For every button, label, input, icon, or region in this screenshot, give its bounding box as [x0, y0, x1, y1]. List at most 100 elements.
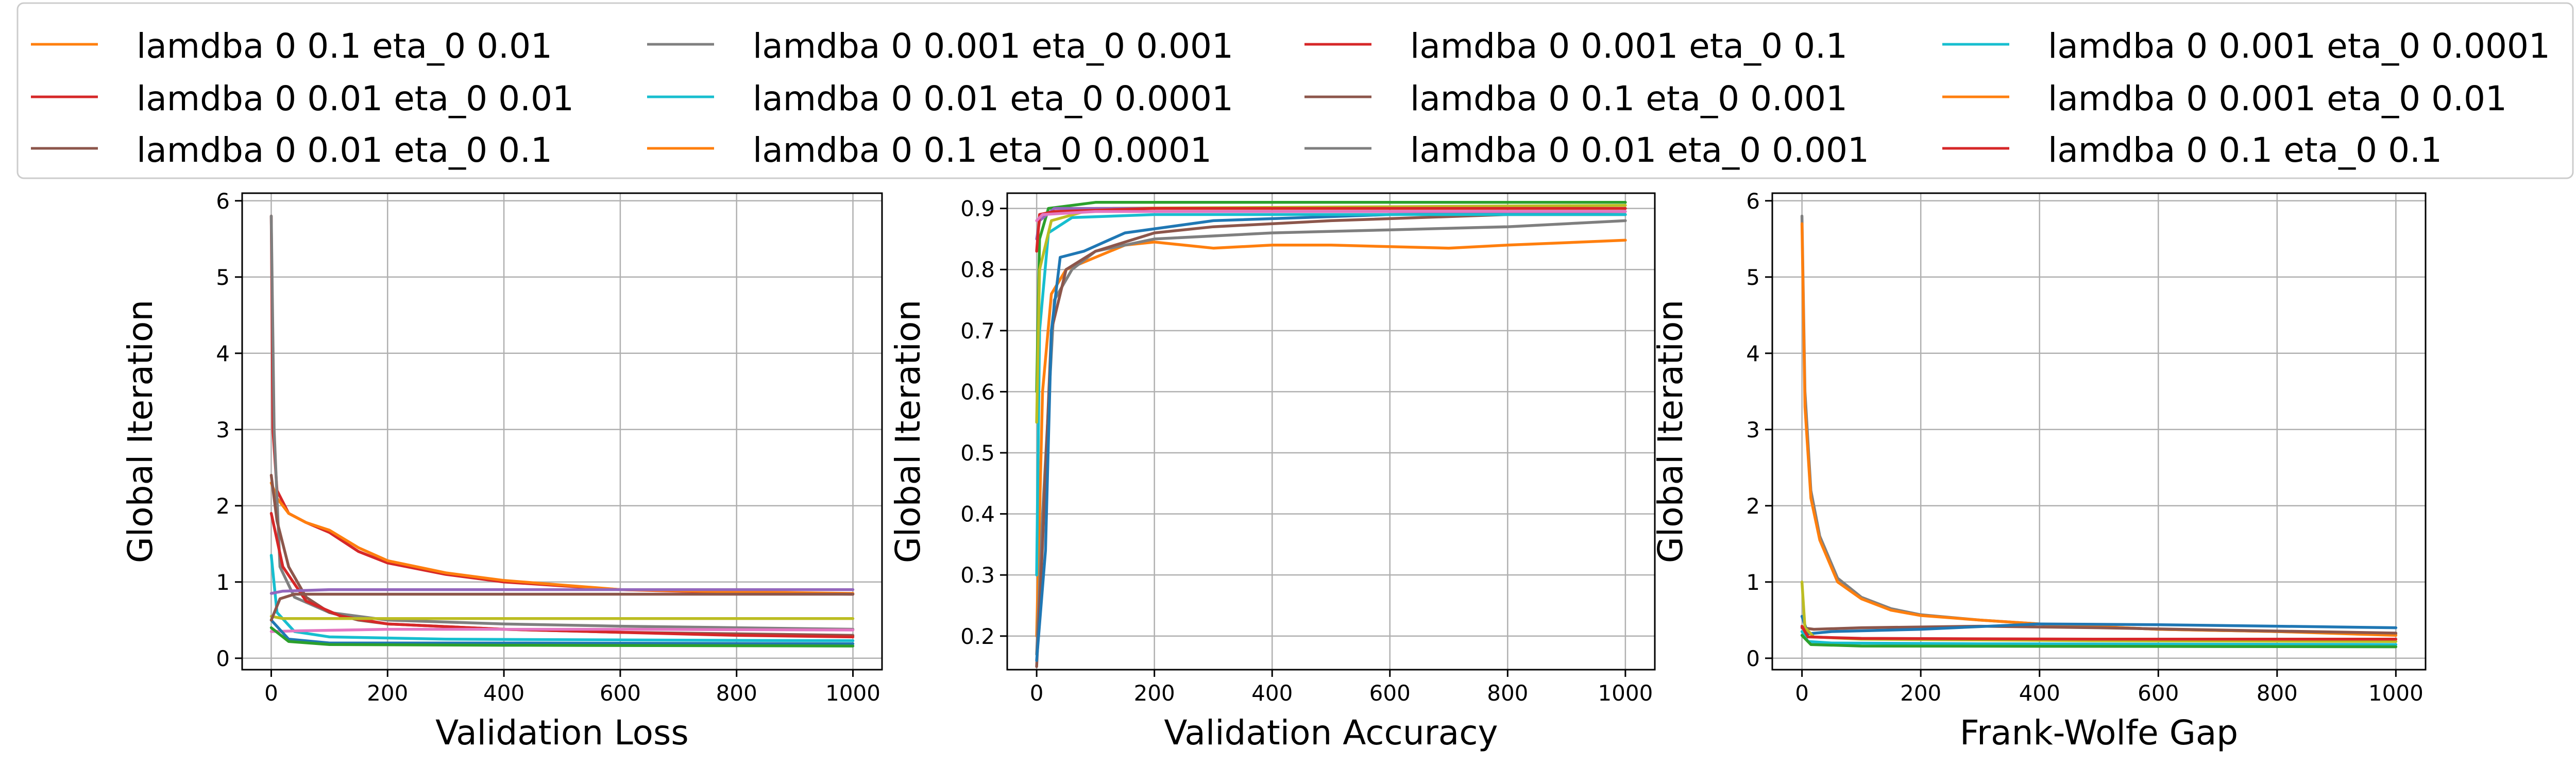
x-tick-label: 800: [1487, 680, 1528, 706]
y-tick-label: 3: [216, 417, 230, 442]
y-tick-label: 0.4: [960, 502, 995, 527]
series-line-2: [1035, 219, 1627, 656]
x-axis-label: Validation Accuracy: [1164, 713, 1498, 753]
y-tick-label: 0.2: [960, 624, 995, 649]
legend-entry: lamdba 0 0.001 eta_0 0.001: [647, 26, 1233, 66]
plot-frame: [1006, 192, 1656, 671]
x-tick-label: 1000: [825, 680, 880, 706]
y-tick-label: 0.9: [960, 196, 995, 222]
series-line-6: [269, 554, 855, 642]
x-tick-label: 200: [367, 680, 408, 706]
y-axis-label: Global Iteration: [121, 300, 160, 563]
plot-frame: [1771, 192, 2427, 671]
legend-label: lamdba 0 0.001 eta_0 0.01: [2048, 79, 2507, 118]
y-tick-label: 1: [216, 570, 230, 595]
legend-label: lamdba 0 0.001 eta_0 0.001: [753, 26, 1233, 66]
y-tick-label: 2: [1746, 493, 1760, 519]
legend-label: lamdba 0 0.1 eta_0 0.0001: [753, 130, 1212, 170]
series-line-2: [269, 481, 855, 595]
legend-entry: lamdba 0 0.001 eta_0 0.1: [1304, 26, 1848, 66]
y-tick-label: 6: [216, 189, 230, 214]
series-line-5: [1035, 213, 1627, 576]
y-tick-label: 0.6: [960, 379, 995, 404]
x-tick-label: 0: [264, 680, 278, 706]
series-line-10: [269, 619, 855, 645]
y-tick-label: 2: [216, 493, 230, 519]
legend-entry: lamdba 0 0.01 eta_0 0.1: [31, 130, 552, 170]
legend-label: lamdba 0 0.1 eta_0 0.1: [2048, 130, 2442, 170]
series-line-1: [1035, 239, 1627, 638]
y-tick-label: 0.5: [960, 440, 995, 466]
y-tick-label: 5: [216, 265, 230, 290]
plot-frame: [241, 192, 883, 671]
y-tick-label: 1: [1746, 570, 1760, 595]
y-tick-label: 0: [216, 646, 230, 671]
legend-label: lamdba 0 0.01 eta_0 0.0001: [753, 79, 1233, 118]
series-line-3: [269, 214, 855, 631]
x-tick-label: 600: [600, 680, 641, 706]
series-line-8: [269, 615, 855, 620]
series-line-5: [269, 512, 855, 639]
series-line-8: [1800, 624, 2398, 641]
chart-panel-1: 0 200 400 600 800 1000 0 1 2 3 4 5 6 Validation Loss G…: [121, 189, 883, 753]
legend-label: lamdba 0 0.1 eta_0 0.01: [137, 26, 552, 66]
legend: lamdba 0 0.1 eta_0 0.01 lamdba 0 0.01 eta…: [16, 2, 2574, 179]
x-tick-label: 400: [1251, 680, 1293, 706]
series-line-7: [269, 588, 855, 595]
y-tick-label: 3: [1746, 417, 1760, 442]
x-tick-label: 800: [716, 680, 757, 706]
x-tick-label: 1000: [2368, 680, 2424, 706]
legend-label: lamdba 0 0.001 eta_0 0.1: [1410, 26, 1848, 66]
x-tick-label: 200: [1134, 680, 1175, 706]
legend-entry: lamdba 0 0.1 eta_0 0.1: [1942, 130, 2442, 170]
legend-label: lamdba 0 0.1 eta_0 0.001: [1410, 79, 1848, 118]
y-tick-label: 4: [216, 341, 230, 366]
y-tick-label: 5: [1746, 265, 1760, 290]
legend-frame: [16, 2, 2574, 179]
chart-panel-2: 0 200 400 600 800 1000 0.2 0.3 0.4 0.5 0.6 0.7 0.8 0.…: [888, 192, 1656, 753]
x-tick-label: 0: [1030, 680, 1044, 706]
series-line-1: [1800, 214, 2398, 636]
series-line-10: [1035, 210, 1627, 223]
series-line-4: [1035, 210, 1627, 662]
x-tick-label: 400: [483, 680, 524, 706]
y-axis-label: Global Iteration: [888, 300, 928, 563]
y-tick-label: 0.3: [960, 563, 995, 588]
x-axis-label: Validation Loss: [435, 713, 689, 753]
series-group: [1035, 201, 1627, 668]
legend-entry: lamdba 0 0.001 eta_0 0.01: [1942, 79, 2507, 118]
legend-entry: lamdba 0 0.001 eta_0 0.0001: [1942, 26, 2550, 66]
x-tick-label: 0: [1795, 680, 1809, 706]
series-line-7: [1800, 634, 2398, 649]
y-axis-label: Global Iteration: [1651, 300, 1690, 563]
x-tick-label: 600: [1369, 680, 1411, 706]
legend-entry: lamdba 0 0.1 eta_0 0.01: [31, 26, 552, 66]
series-line-11: [269, 626, 855, 648]
legend-entry: lamdba 0 0.1 eta_0 0.0001: [647, 130, 1212, 170]
legend-entry: lamdba 0 0.01 eta_0 0.001: [1304, 130, 1869, 170]
legend-entry: lamdba 0 0.01 eta_0 0.0001: [647, 79, 1233, 118]
series-line-12: [269, 592, 855, 622]
x-tick-label: 800: [2257, 680, 2298, 706]
series-line-3: [1035, 213, 1627, 668]
legend-label: lamdba 0 0.01 eta_0 0.001: [1410, 130, 1869, 170]
chart-panel-3: 0 200 400 600 800 1000 0 1 2 3 4 5 6 Frank-Wolfe Gap G…: [1651, 189, 2427, 753]
series-group: [1800, 214, 2398, 649]
series-line-7: [1035, 203, 1627, 424]
series-line-1: [269, 214, 855, 596]
series-line-9: [1035, 207, 1627, 253]
x-axis-label: Frank-Wolfe Gap: [1960, 713, 2238, 753]
legend-entry: lamdba 0 0.01 eta_0 0.01: [31, 79, 574, 118]
y-tick-label: 0.8: [960, 257, 995, 282]
y-tick-label: 0.7: [960, 318, 995, 344]
x-tick-label: 1000: [1598, 680, 1653, 706]
series-line-6: [1035, 201, 1627, 394]
legend-label: lamdba 0 0.01 eta_0 0.1: [137, 130, 552, 170]
series-line-9: [269, 627, 855, 633]
y-tick-label: 0: [1746, 646, 1760, 671]
y-tick-label: 6: [1746, 189, 1760, 214]
y-tick-label: 4: [1746, 341, 1760, 366]
series-group: [269, 214, 855, 648]
